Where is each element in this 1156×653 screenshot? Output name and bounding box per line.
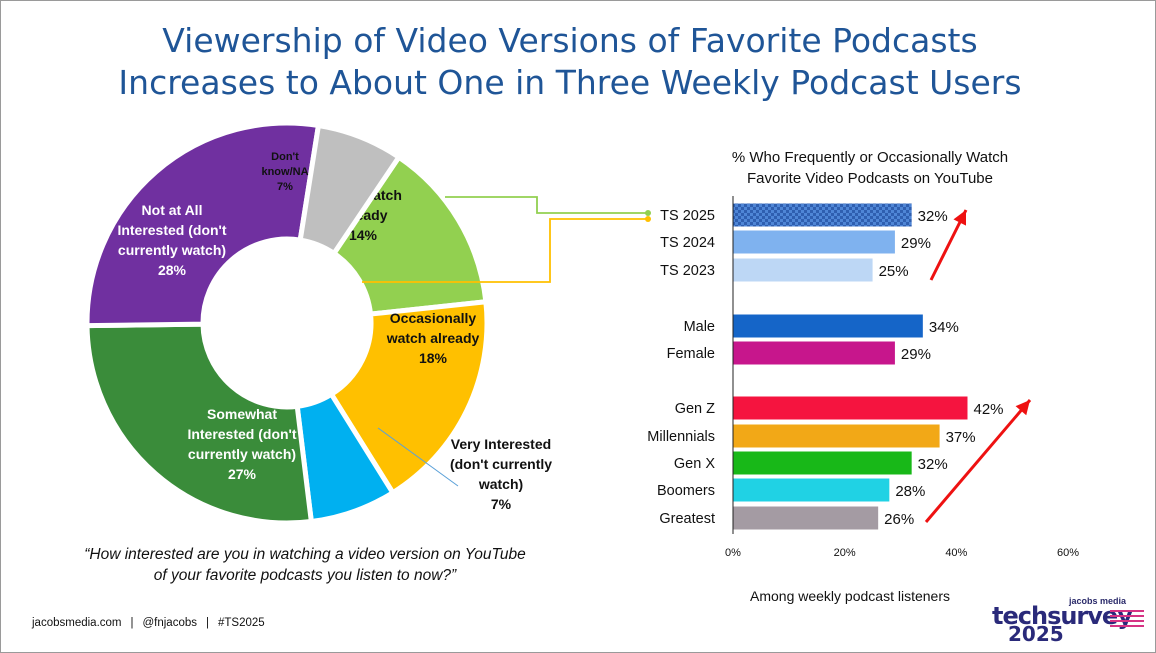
donut-label-line: 7% xyxy=(491,496,512,512)
x-tick-label: 0% xyxy=(725,547,741,559)
donut-label-line: 7% xyxy=(277,181,293,193)
donut-label-line: Don't xyxy=(271,151,299,163)
x-tick-label: 40% xyxy=(945,547,967,559)
data-label: 29% xyxy=(901,235,931,252)
bar xyxy=(733,230,895,254)
bar-title-line-2: Favorite Video Podcasts on YouTube xyxy=(746,170,993,187)
data-label: 42% xyxy=(974,401,1004,418)
data-label: 34% xyxy=(929,319,959,336)
x-tick-label: 60% xyxy=(1057,547,1079,559)
slide-title: Viewership of Video Versions of Favorite… xyxy=(0,20,1140,104)
footer-site: jacobsmedia.com xyxy=(32,617,122,629)
survey-question: “How interested are you in watching a vi… xyxy=(84,546,526,584)
donut-slice xyxy=(84,120,322,329)
donut-slice-label: Very Interested (don't currently watch) 7% xyxy=(450,436,552,512)
donut-slice xyxy=(330,153,489,317)
data-label: 28% xyxy=(895,483,925,500)
donut-slice-label: Not at All Interested (don't currently wat… xyxy=(117,202,226,278)
category-label: TS 2024 xyxy=(660,235,715,251)
bar-title-line-1: % Who Frequently or Occasionally Watch xyxy=(731,149,1009,166)
data-label: 37% xyxy=(946,429,976,446)
donut-label-line: Not at All xyxy=(142,202,203,218)
donut-label-line: Interested (don't xyxy=(187,426,296,442)
donut-label-line: Occasionally xyxy=(390,310,477,326)
donut-slice-label: Somewhat Interested (don't currently watch… xyxy=(187,406,296,482)
donut-label-line: 14% xyxy=(349,227,378,243)
bar xyxy=(733,341,895,365)
donut-slice-label: Don't know/NA 7% xyxy=(261,151,308,193)
bar-chart-title: % Who Frequently or Occasionally Watch F… xyxy=(690,147,1050,189)
bar xyxy=(733,203,912,227)
donut-label-line: (don't currently xyxy=(450,456,552,472)
bar-chart: TS 2025 32% TS 2024 29% TS 2023 25% Male 34% Fem… xyxy=(362,196,1079,559)
donut-label-line: currently watch) xyxy=(188,446,296,462)
title-line-2: Increases to About One in Three Weekly P… xyxy=(118,63,1022,102)
data-label: 32% xyxy=(918,456,948,473)
footer: jacobsmedia.com | @fnjacobs | #TS2025 xyxy=(32,617,265,629)
bar xyxy=(733,424,940,448)
connector-dot xyxy=(645,210,651,216)
donut-slice xyxy=(297,122,403,257)
trend-arrow-head xyxy=(953,210,966,226)
trend-arrow xyxy=(924,399,1032,523)
leader-line xyxy=(377,427,459,487)
logo-brand: jacobs media xyxy=(1068,596,1126,606)
data-label: 25% xyxy=(879,263,909,280)
bar xyxy=(733,396,968,420)
connector-line-frequent xyxy=(445,196,648,214)
techsurvey-logo: jacobs media techsurvey 2025 xyxy=(988,596,1148,646)
bar xyxy=(733,258,873,282)
bar-chart-note: Among weekly podcast listeners xyxy=(750,588,950,604)
bar xyxy=(733,314,923,338)
donut-label-line: watch) xyxy=(478,476,523,492)
bar xyxy=(733,478,890,502)
x-tick-label: 20% xyxy=(834,547,856,559)
title-line-1: Viewership of Video Versions of Favorite… xyxy=(162,21,978,60)
footer-tag: #TS2025 xyxy=(218,617,265,629)
category-label: Female xyxy=(667,346,715,362)
donut-label-line: Somewhat xyxy=(207,406,277,422)
donut-slice xyxy=(327,298,490,497)
bar xyxy=(733,506,879,530)
connector-line-occasional xyxy=(362,218,648,283)
donut-slice-label: Occasionally watch already 18% xyxy=(386,310,480,366)
donut-label-line: 27% xyxy=(228,466,257,482)
category-label: TS 2023 xyxy=(660,263,715,279)
donut-label-line: Interested (don't xyxy=(117,222,226,238)
logo-year: 2025 xyxy=(1008,622,1064,646)
connector-dot xyxy=(645,216,651,222)
donut-label-line: Very Interested xyxy=(451,436,551,452)
footer-handle: @fnjacobs xyxy=(142,617,197,629)
category-label: Boomers xyxy=(657,483,715,499)
trend-arrow-head xyxy=(1015,400,1030,416)
data-label: 32% xyxy=(918,208,948,225)
category-label: Millennials xyxy=(647,429,715,445)
category-label: Greatest xyxy=(659,511,715,527)
logo-stripes xyxy=(1110,610,1144,630)
data-label: 29% xyxy=(901,346,931,363)
category-label: Gen X xyxy=(674,456,715,472)
data-label: 26% xyxy=(884,511,914,528)
category-label: TS 2025 xyxy=(660,208,715,224)
donut-label-line: watch already xyxy=(386,330,480,346)
logo-name: techsurvey xyxy=(992,602,1133,630)
bar xyxy=(733,451,912,475)
donut-slice xyxy=(84,321,315,526)
category-label: Gen Z xyxy=(675,401,715,417)
donut-label-line: currently watch) xyxy=(118,242,226,258)
donut-label-line: 18% xyxy=(419,350,448,366)
donut-label-line: 28% xyxy=(158,262,187,278)
donut-label-line: know/NA xyxy=(261,166,308,178)
category-label: Male xyxy=(684,319,715,335)
